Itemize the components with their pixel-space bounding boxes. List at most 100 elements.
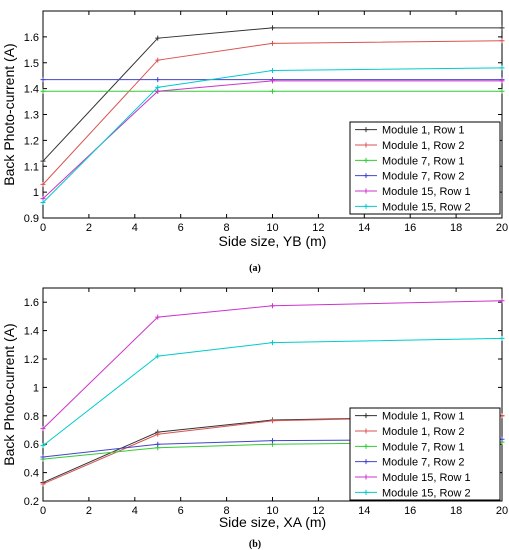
series-line-2 — [42, 40, 503, 185]
x-tick-label: 2 — [86, 505, 92, 517]
data-point — [499, 25, 505, 31]
y-tick-label: 1.6 — [24, 297, 39, 309]
x-tick-label: 4 — [132, 222, 138, 234]
legend-box — [349, 407, 501, 501]
data-point — [270, 25, 275, 31]
series-line-1 — [42, 27, 502, 162]
data-point — [155, 314, 161, 320]
legend-marker — [363, 127, 369, 133]
chart-a: 0 2 4 6 8 10 12 14 16 18 20 0.9 1 1.1 1.2 1.3 1.4 1.5 1.6 S… — [1, 10, 508, 274]
x-tick-label: 10 — [266, 505, 278, 517]
legend-marker — [363, 474, 369, 480]
y-tick-label: 0.2 — [24, 496, 39, 508]
x-tick-label: 18 — [450, 222, 462, 234]
legend-entry-1: Module 1, Row 1 — [382, 125, 465, 137]
x-axis-label: Side size, YB (m) — [219, 233, 327, 249]
y-tick-label: 0.4 — [24, 468, 39, 480]
data-point — [270, 418, 275, 424]
legend-marker — [363, 142, 369, 148]
figure-caption: (a) — [249, 263, 261, 274]
x-tick-label: 0 — [40, 505, 46, 517]
legend-entry-6: Module 15, Row 2 — [382, 487, 471, 499]
data-point — [155, 77, 161, 83]
legend-entry-2: Module 1, Row 2 — [382, 426, 465, 438]
data-point — [40, 77, 46, 83]
x-tick-label: 14 — [358, 222, 370, 234]
series-line-6 — [42, 337, 503, 447]
x-tick-label: 0 — [40, 222, 46, 234]
x-tick-label: 10 — [266, 222, 278, 234]
data-point — [270, 303, 275, 309]
legend-entry-6: Module 15, Row 2 — [382, 201, 471, 213]
data-point — [499, 38, 505, 44]
x-tick-label: 16 — [404, 505, 416, 517]
data-point — [499, 78, 505, 84]
legend-entry-5: Module 15, Row 1 — [382, 186, 471, 198]
y-tick-label: 1 — [33, 187, 39, 199]
y-tick-label: 1.2 — [24, 354, 39, 366]
legend-marker — [363, 173, 369, 179]
data-point — [270, 340, 275, 346]
x-tick-label: 12 — [312, 222, 324, 234]
data-point — [155, 353, 161, 359]
legend-box — [349, 121, 501, 215]
data-point — [40, 199, 46, 205]
y-tick-label: 0.8 — [24, 411, 39, 423]
data-point — [155, 441, 161, 447]
legend-entry-4: Module 7, Row 2 — [382, 171, 465, 183]
legend-entry-3: Module 7, Row 1 — [382, 155, 465, 167]
y-axis-label: Back Photo-current (A) — [1, 323, 17, 465]
y-tick-label: 0.6 — [24, 439, 39, 451]
data-point — [40, 481, 46, 487]
legend-marker — [363, 413, 369, 419]
legend-marker — [363, 443, 369, 449]
x-tick-label: 8 — [224, 222, 230, 234]
legend-marker — [363, 428, 369, 434]
legend-marker — [363, 157, 369, 163]
y-tick-label: 1.5 — [24, 58, 39, 70]
data-point — [40, 181, 46, 187]
x-tick-label: 12 — [312, 505, 324, 517]
data-point — [155, 35, 161, 41]
x-axis-label: Side size, XA (m) — [219, 514, 326, 530]
legend-marker — [363, 188, 369, 194]
x-tick-label: 14 — [358, 505, 370, 517]
legend-entry-2: Module 1, Row 2 — [382, 140, 465, 152]
x-tick-label: 6 — [178, 505, 184, 517]
data-point — [155, 57, 161, 63]
y-tick-label: 1.2 — [24, 135, 39, 147]
x-tick-label: 8 — [224, 505, 230, 517]
y-tick-label: 1.4 — [24, 84, 39, 96]
y-tick-label: 0.9 — [24, 213, 39, 225]
data-point — [270, 88, 275, 94]
data-point — [155, 431, 161, 437]
y-tick-label: 1 — [33, 382, 39, 394]
legend-entry-5: Module 15, Row 1 — [382, 472, 471, 484]
data-point — [270, 438, 275, 444]
data-point — [270, 68, 275, 74]
data-point — [40, 454, 46, 460]
x-tick-label: 20 — [496, 505, 508, 517]
series-line-5 — [42, 300, 503, 429]
x-tick-label: 6 — [178, 222, 184, 234]
series-line-6 — [42, 67, 503, 203]
data-point — [40, 88, 46, 94]
legend-marker — [363, 203, 369, 209]
data-point — [270, 40, 275, 46]
x-tick-label: 20 — [496, 222, 508, 234]
legend-marker — [363, 489, 369, 495]
legend-entry-1: Module 1, Row 1 — [382, 411, 465, 423]
y-axis-label: Back Photo-current (A) — [1, 43, 17, 185]
y-tick-label: 1.4 — [24, 326, 39, 338]
chart-b: 0 2 4 6 8 10 12 14 16 18 20 0.2 0.4 0.6 0.8 1 1.2 1.4 1.6 S… — [1, 287, 508, 550]
y-tick-label: 1.1 — [24, 161, 39, 173]
data-point — [40, 158, 46, 164]
data-point — [499, 88, 505, 94]
data-point — [40, 426, 46, 432]
data-point — [499, 298, 505, 304]
y-tick-label: 1.6 — [24, 32, 39, 44]
data-point — [499, 335, 505, 341]
data-point — [270, 78, 275, 84]
data-point — [155, 84, 161, 90]
